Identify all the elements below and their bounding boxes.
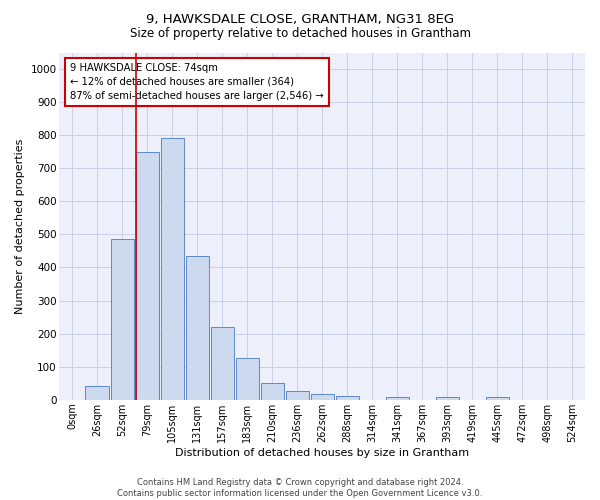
Bar	[486, 398, 509, 400]
Text: Contains HM Land Registry data © Crown copyright and database right 2024.
Contai: Contains HM Land Registry data © Crown c…	[118, 478, 482, 498]
Bar	[260, 382, 284, 400]
Bar	[311, 394, 334, 400]
Bar	[136, 152, 158, 400]
Text: 9 HAWKSDALE CLOSE: 74sqm
← 12% of detached houses are smaller (364)
87% of semi-: 9 HAWKSDALE CLOSE: 74sqm ← 12% of detach…	[70, 63, 323, 101]
Y-axis label: Number of detached properties: Number of detached properties	[15, 138, 25, 314]
Bar	[286, 390, 309, 400]
Text: 9, HAWKSDALE CLOSE, GRANTHAM, NG31 8EG: 9, HAWKSDALE CLOSE, GRANTHAM, NG31 8EG	[146, 12, 454, 26]
Bar	[185, 256, 209, 400]
Bar	[436, 398, 459, 400]
Bar	[110, 240, 134, 400]
Bar	[161, 138, 184, 400]
Text: Size of property relative to detached houses in Grantham: Size of property relative to detached ho…	[130, 28, 470, 40]
Bar	[236, 358, 259, 400]
Bar	[211, 327, 233, 400]
Bar	[85, 386, 109, 400]
X-axis label: Distribution of detached houses by size in Grantham: Distribution of detached houses by size …	[175, 448, 469, 458]
Bar	[386, 397, 409, 400]
Bar	[336, 396, 359, 400]
